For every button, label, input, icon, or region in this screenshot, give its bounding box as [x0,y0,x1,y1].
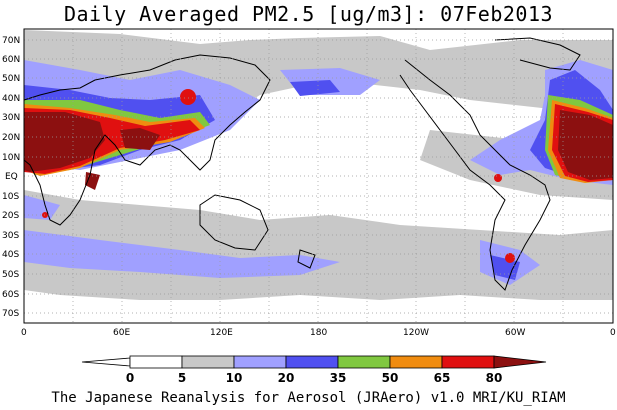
colorbar-level: 65 [434,371,451,385]
lon-label: 180 [310,328,327,338]
lat-label: 30S [2,231,19,241]
pm25-field [24,30,613,300]
colorbar-level: 20 [278,371,295,385]
colorbar-level: 50 [382,371,399,385]
colorbar-bin [441,355,495,369]
lat-axis: 70N 60N 50N 40N 30N 20N 10N EQ 10S 20S 3… [2,36,20,319]
graticule [24,29,613,323]
lat-label: 20N [2,133,20,143]
lon-label: 60W [505,328,525,338]
map-title: Daily Averaged PM2.5 [ug/m3]: 07Feb2013 [63,2,554,26]
lat-label: 30N [2,113,20,123]
lat-label: 20S [2,211,19,221]
lat-label: EQ [5,172,18,182]
lon-axis: 0 60E 120E 180 120W 60W 0 [21,328,616,338]
colorbar-right-arrow [493,355,547,369]
colorbar: 0 5 10 20 35 50 65 80 [81,355,547,385]
lat-label: 50S [2,270,19,280]
lat-label: 40N [2,94,20,104]
colorbar-level: 80 [486,371,503,385]
lat-label: 10N [2,153,20,163]
colorbar-left-arrow [81,357,131,367]
colorbar-level: 5 [178,371,186,385]
lat-label: 10S [2,192,19,202]
colorbar-bin [337,355,391,369]
footer-credit: The Japanese Reanalysis for Aerosol (JRA… [51,390,566,406]
lat-label: 60N [2,55,20,65]
lat-label: 70S [2,309,19,319]
lat-label: 50N [2,74,20,84]
colorbar-bin [233,355,287,369]
coastlines [23,37,581,291]
colorbar-bin [129,355,183,369]
colorbar-bin [181,355,235,369]
colorbar-level: 0 [126,371,134,385]
colorbar-bin [285,355,339,369]
colorbar-level: 10 [226,371,243,385]
lat-label: 60S [2,290,19,300]
colorbar-bin [389,355,443,369]
lon-label: 120W [403,328,429,338]
lon-label: 0 [21,328,27,338]
lon-label: 0 [610,328,616,338]
lon-label: 120E [210,328,233,338]
lat-label: 70N [2,36,20,46]
lat-label: 40S [2,250,19,260]
lon-label: 60E [113,328,130,338]
colorbar-level: 35 [330,371,347,385]
